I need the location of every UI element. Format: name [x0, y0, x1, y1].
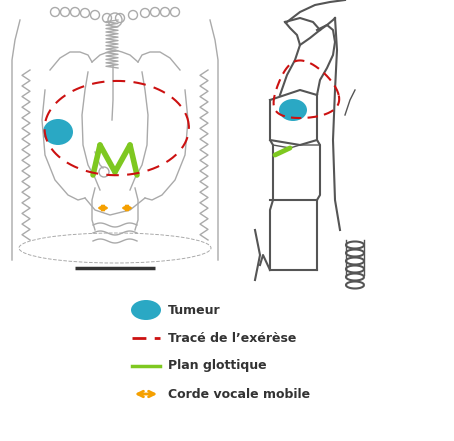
- Text: Tumeur: Tumeur: [168, 303, 221, 317]
- Text: Plan glottique: Plan glottique: [168, 359, 266, 373]
- Ellipse shape: [131, 300, 161, 320]
- Ellipse shape: [43, 119, 73, 145]
- Text: Tracé de l’exérèse: Tracé de l’exérèse: [168, 332, 296, 344]
- Ellipse shape: [279, 99, 307, 121]
- Text: Corde vocale mobile: Corde vocale mobile: [168, 388, 310, 400]
